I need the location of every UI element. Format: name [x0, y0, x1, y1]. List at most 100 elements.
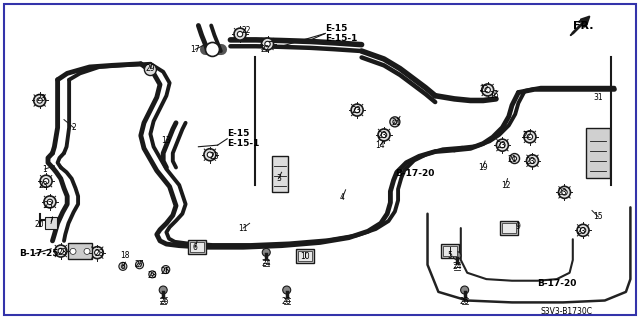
Circle shape: [527, 134, 532, 139]
Text: E-15
E-15-1: E-15 E-15-1: [325, 24, 358, 43]
Text: 23: 23: [525, 157, 535, 166]
Text: 26: 26: [282, 297, 292, 306]
Circle shape: [482, 84, 493, 96]
Text: 17: 17: [190, 45, 200, 54]
Circle shape: [44, 196, 56, 208]
Text: 4: 4: [340, 193, 345, 202]
Text: 23: 23: [351, 106, 362, 115]
Circle shape: [37, 98, 42, 103]
Text: 11: 11: [239, 224, 248, 233]
Text: B-17-25: B-17-25: [19, 249, 59, 258]
Circle shape: [204, 149, 216, 161]
Circle shape: [207, 152, 212, 157]
Circle shape: [283, 286, 291, 294]
Text: 24: 24: [452, 262, 462, 271]
Text: 22: 22: [242, 26, 251, 35]
Text: 26: 26: [460, 297, 470, 306]
Text: 26: 26: [159, 297, 169, 306]
Text: 15: 15: [593, 212, 604, 221]
Text: 21: 21: [508, 155, 516, 164]
Circle shape: [527, 155, 538, 167]
Circle shape: [95, 250, 100, 255]
Circle shape: [84, 249, 90, 254]
Text: 24: 24: [261, 259, 271, 268]
Text: 3: 3: [276, 174, 281, 183]
Circle shape: [151, 273, 154, 276]
Circle shape: [159, 286, 167, 294]
Text: 29: 29: [145, 64, 156, 73]
Circle shape: [149, 271, 156, 278]
Text: B-17-20: B-17-20: [538, 279, 577, 288]
Bar: [441, 244, 459, 258]
Bar: [500, 221, 518, 235]
Circle shape: [262, 249, 270, 256]
Circle shape: [378, 129, 390, 141]
Circle shape: [40, 175, 52, 187]
Text: 16: 16: [489, 91, 499, 100]
Text: 19: 19: [477, 163, 488, 172]
Text: 1: 1: [42, 165, 47, 174]
Text: 12: 12: [501, 181, 510, 189]
Text: 13: 13: [161, 136, 172, 145]
Text: 6: 6: [193, 243, 198, 252]
Circle shape: [390, 117, 400, 127]
Text: 2: 2: [71, 123, 76, 132]
Bar: [190, 242, 204, 252]
Text: 22: 22: [479, 85, 488, 94]
Bar: [45, 217, 57, 229]
Text: 23: 23: [36, 94, 47, 103]
Bar: [296, 249, 314, 263]
Circle shape: [237, 32, 243, 37]
Text: 31: 31: [593, 93, 604, 102]
Circle shape: [136, 261, 143, 269]
Bar: [443, 246, 457, 256]
Bar: [586, 128, 611, 178]
Circle shape: [580, 228, 586, 233]
Circle shape: [513, 157, 516, 160]
Text: 27: 27: [134, 260, 145, 269]
Circle shape: [164, 268, 168, 271]
Circle shape: [453, 252, 461, 260]
Text: 21: 21: [392, 118, 401, 127]
Circle shape: [145, 63, 156, 76]
Text: 23: 23: [94, 249, 104, 258]
Circle shape: [485, 87, 490, 93]
Circle shape: [70, 249, 76, 254]
Circle shape: [234, 28, 246, 40]
Circle shape: [55, 245, 67, 257]
Text: 23: 23: [58, 248, 68, 256]
Circle shape: [92, 247, 103, 259]
Circle shape: [205, 42, 220, 56]
Circle shape: [500, 143, 505, 148]
Bar: [68, 243, 92, 259]
Text: 23: 23: [377, 131, 387, 140]
Circle shape: [461, 286, 468, 294]
Circle shape: [265, 41, 270, 47]
Text: 18: 18: [120, 251, 129, 260]
Text: 20: 20: [35, 220, 45, 229]
Text: 23: 23: [557, 189, 567, 197]
Text: 23: 23: [497, 141, 507, 150]
Circle shape: [559, 186, 570, 198]
Text: 23: 23: [576, 227, 586, 236]
Circle shape: [262, 38, 273, 50]
Text: E-15
E-15-1: E-15 E-15-1: [227, 129, 260, 148]
Circle shape: [351, 104, 363, 116]
Text: 9: 9: [516, 222, 521, 231]
Circle shape: [524, 131, 536, 143]
Text: 8: 8: [120, 262, 125, 271]
Text: S3V3-B1730C: S3V3-B1730C: [541, 307, 593, 315]
Text: 25: 25: [161, 267, 171, 276]
Circle shape: [562, 190, 567, 195]
Text: 23: 23: [209, 152, 220, 161]
Text: 23: 23: [43, 201, 53, 210]
Circle shape: [497, 139, 508, 151]
Text: 7: 7: [49, 217, 54, 226]
Circle shape: [162, 265, 170, 274]
Circle shape: [381, 132, 387, 137]
Circle shape: [509, 153, 520, 164]
Text: 22: 22: [261, 45, 270, 54]
Circle shape: [577, 224, 589, 236]
Text: 5: 5: [447, 251, 452, 260]
Circle shape: [44, 179, 49, 184]
